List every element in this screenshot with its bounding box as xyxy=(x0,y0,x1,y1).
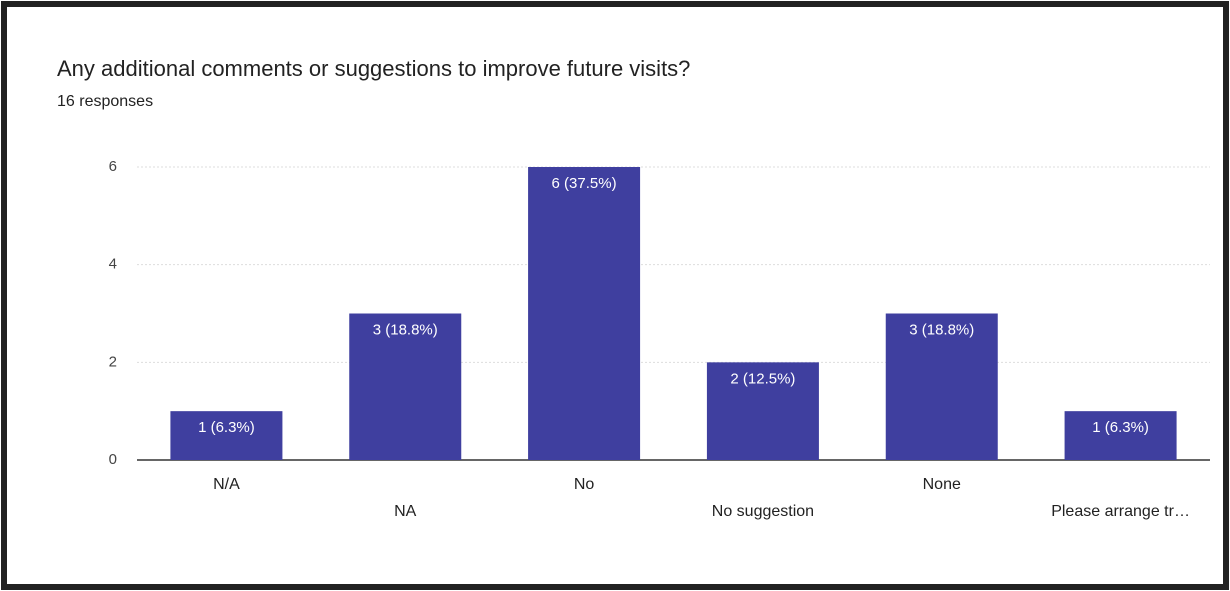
value-label: 6 (37.5%) xyxy=(552,175,617,192)
value-label: 2 (12.5%) xyxy=(730,370,795,387)
value-label: 3 (18.8%) xyxy=(909,321,974,338)
y-tick-label: 4 xyxy=(109,256,117,273)
chart-subtitle: 16 responses xyxy=(57,93,153,110)
x-tick-label: No xyxy=(574,476,595,493)
bar xyxy=(170,411,283,460)
bar xyxy=(706,362,819,460)
x-tick-label: NA xyxy=(394,503,417,520)
bar xyxy=(349,313,462,460)
y-tick-label: 6 xyxy=(109,158,117,175)
x-tick-label: N/A xyxy=(213,476,240,493)
x-tick-label: None xyxy=(923,476,961,493)
y-tick-label: 0 xyxy=(109,451,117,468)
x-tick-label: No suggestion xyxy=(712,503,814,520)
bar xyxy=(885,313,998,460)
value-label: 3 (18.8%) xyxy=(373,321,438,338)
y-tick-label: 2 xyxy=(109,353,117,370)
value-label: 1 (6.3%) xyxy=(1092,419,1149,436)
chart-title: Any additional comments or suggestions t… xyxy=(57,56,690,81)
value-label: 1 (6.3%) xyxy=(198,419,255,436)
x-tick-label: Please arrange tr… xyxy=(1051,503,1190,520)
bar xyxy=(1064,411,1177,460)
bar xyxy=(528,167,641,460)
